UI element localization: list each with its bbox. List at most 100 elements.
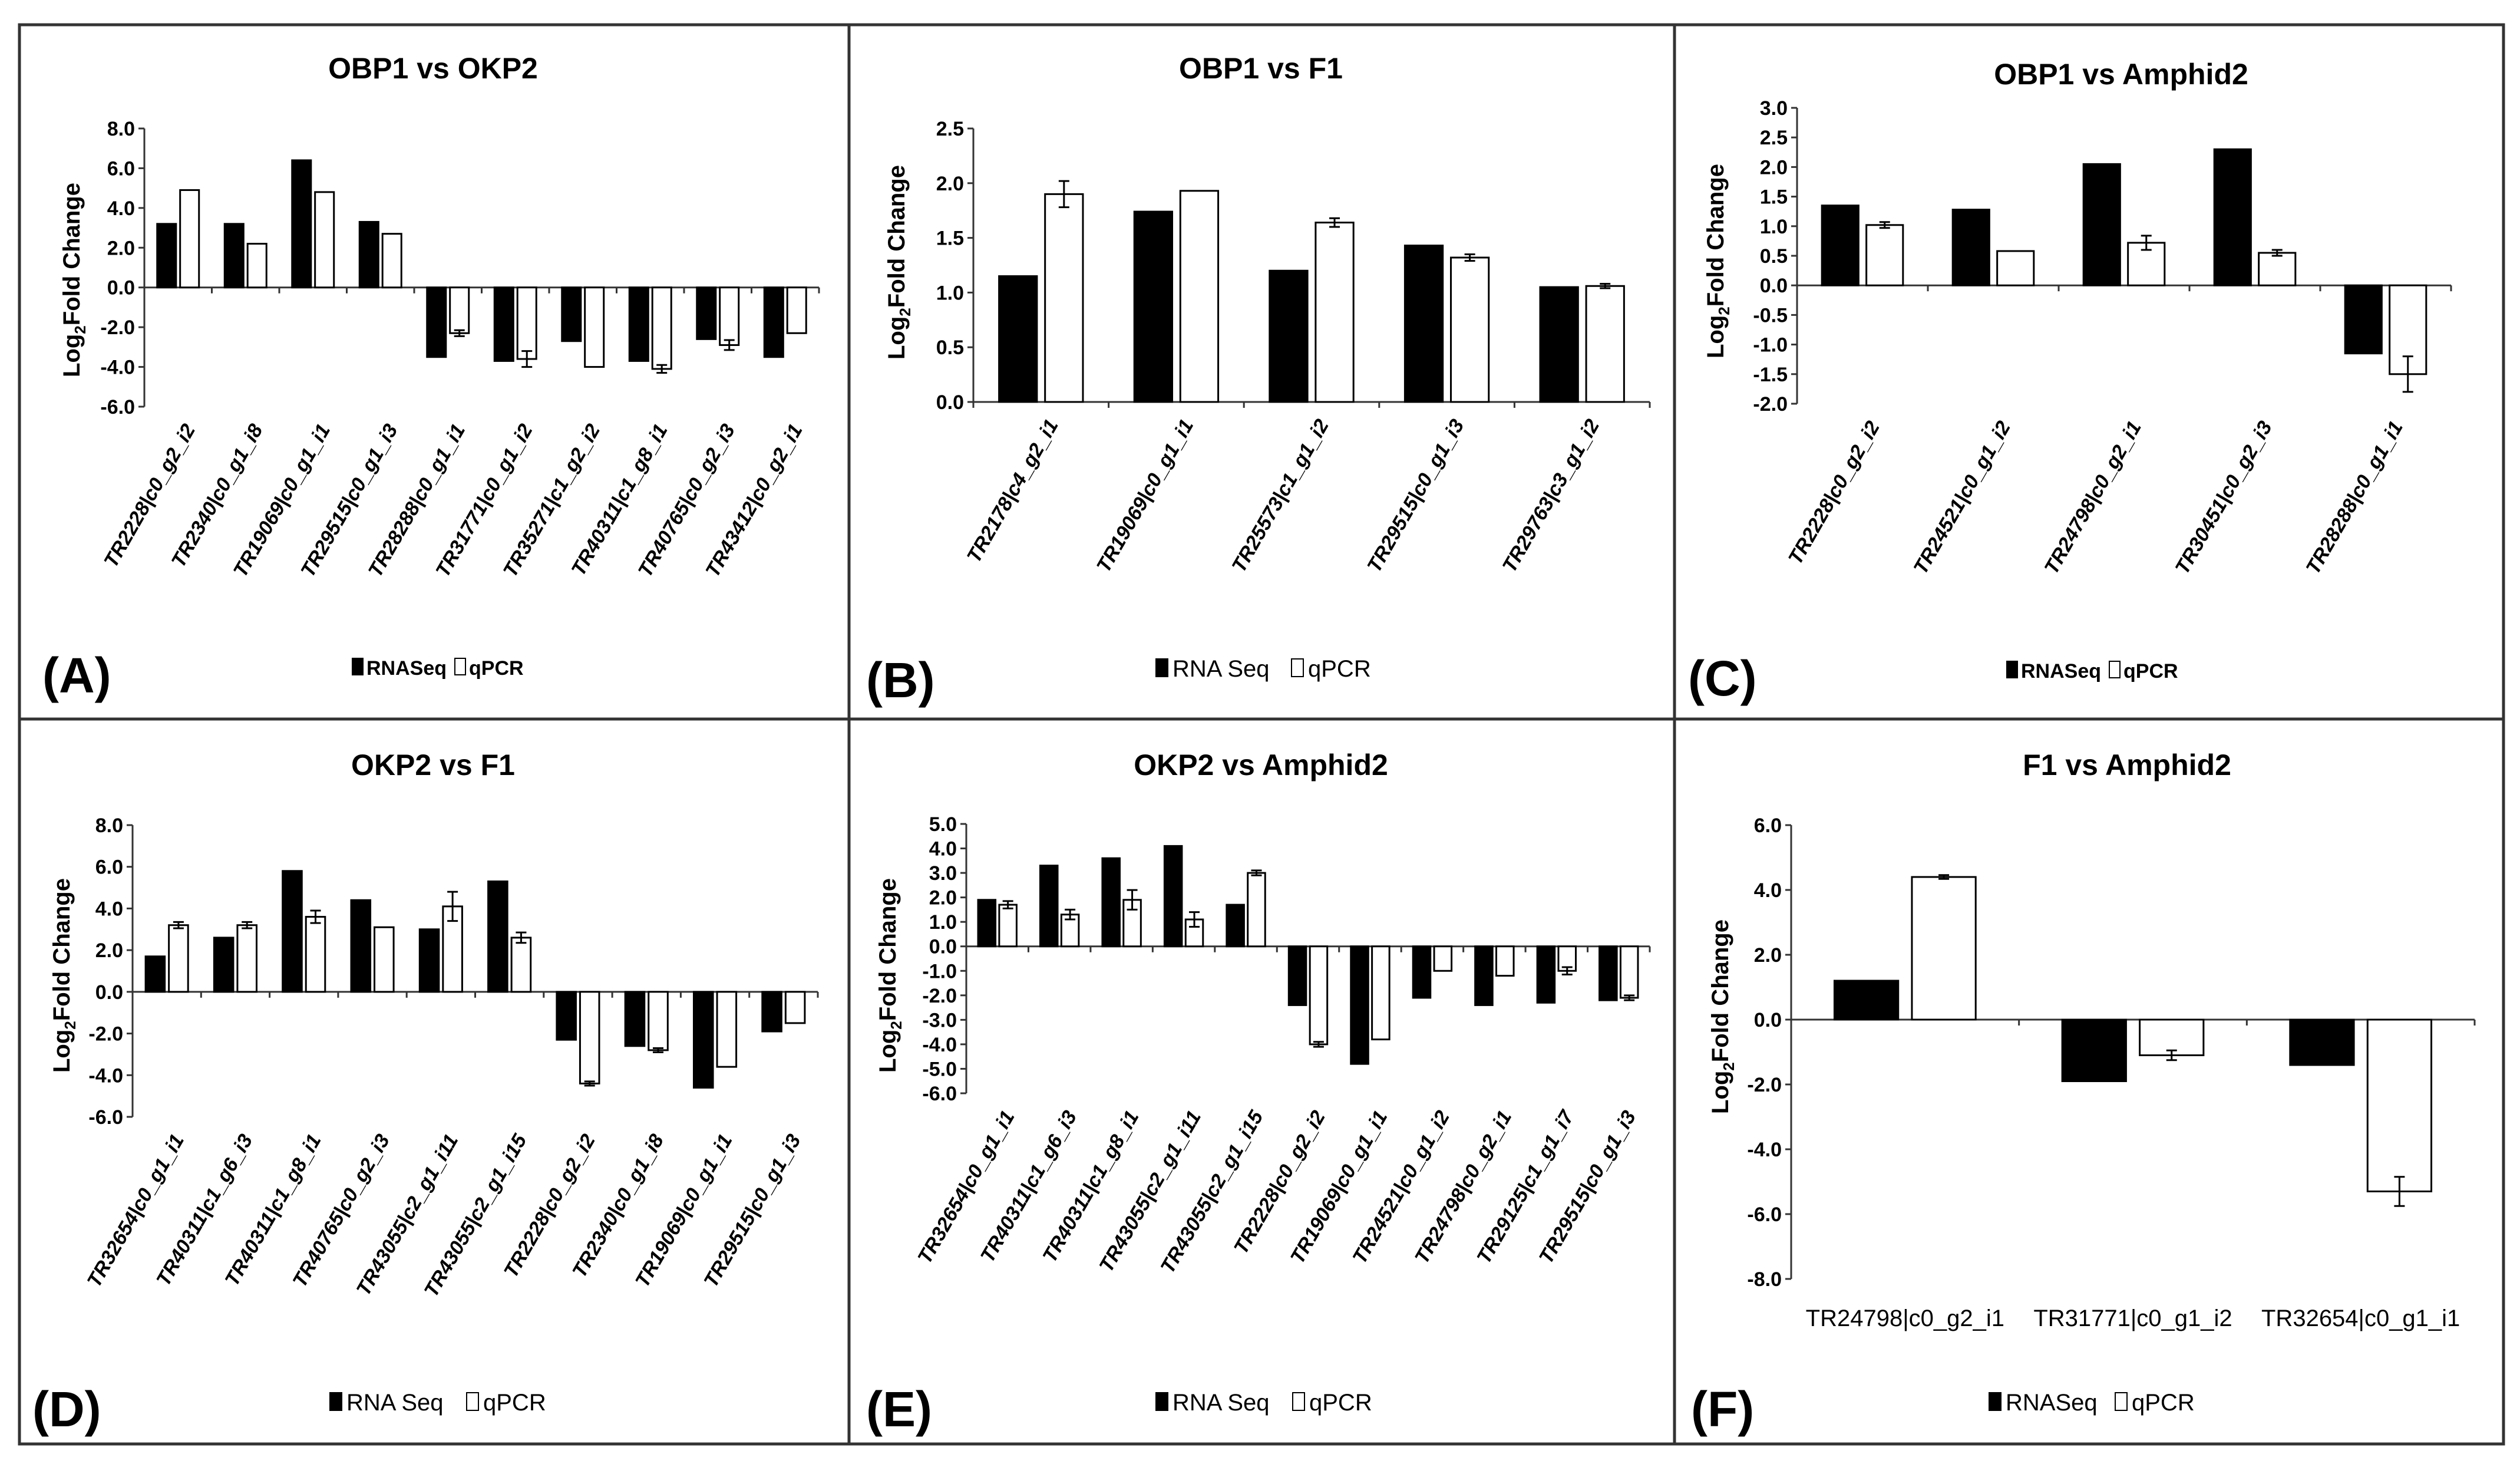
y-axis-label-prefix: Log — [49, 1030, 75, 1073]
legend-label-rnaseq: RNA Seq — [346, 1390, 444, 1416]
legend-swatch-rnaseq — [352, 658, 364, 675]
bar-qpcr-2 — [1315, 222, 1355, 403]
y-tick-label: -2.0 — [88, 1023, 123, 1046]
bar-rnaseq-1 — [2061, 1018, 2127, 1082]
bar-rnaseq-8 — [1474, 945, 1494, 1006]
bar-qpcr-2 — [2366, 1018, 2433, 1192]
bar-rnaseq-0 — [998, 275, 1038, 403]
y-tick-label: 4.0 — [95, 898, 123, 920]
bar-qpcr-4 — [1585, 285, 1625, 403]
bar-qpcr-5 — [1309, 945, 1329, 1046]
bar-qpcr-1 — [236, 924, 258, 993]
legend-swatch-qpcr — [1292, 1392, 1305, 1411]
bar-rnaseq-5 — [1287, 945, 1307, 1006]
legend-swatch-qpcr — [1291, 658, 1304, 677]
y-tick-label: 0.0 — [95, 981, 123, 1004]
bar-rnaseq-8 — [692, 991, 714, 1089]
y-axis-label-prefix: Log — [875, 1030, 901, 1073]
bar-qpcr-1 — [2139, 1018, 2205, 1056]
y-tick-label: -2.0 — [1753, 393, 1788, 416]
y-tick-label: 0.0 — [1760, 275, 1788, 297]
bar-rnaseq-1 — [213, 937, 235, 993]
y-axis-label-suffix: Fold Change — [1707, 919, 1733, 1062]
bar-rnaseq-0 — [156, 223, 177, 289]
legend: RNA Seq qPCR — [1155, 656, 1371, 682]
y-tick-label: -8.0 — [1747, 1268, 1782, 1291]
chart-panel-d: OKP2 vs F1 Log2Fold Change -6.0 -4.0 -2.0 0… — [32, 749, 819, 1437]
y-tick-label: 6.0 — [107, 157, 135, 180]
chart-title: OBP1 vs OKP2 — [328, 52, 538, 85]
bar-qpcr-2 — [314, 191, 335, 289]
y-axis-label-suffix: Fold Change — [875, 878, 901, 1021]
y-tick-label: 1.5 — [936, 227, 964, 250]
bar-rnaseq-9 — [761, 991, 782, 1033]
x-tick-label: TR32654|c0_g1_i1 — [2261, 1305, 2460, 1331]
y-axis-label-suffix: Fold Change — [884, 165, 910, 308]
legend-swatch-rnaseq — [1989, 1392, 2002, 1411]
legend-swatch-rnaseq — [1155, 658, 1168, 677]
y-tick-label: 6.0 — [1754, 815, 1782, 837]
x-tick-label: TR25573|c1_g1_i2 — [1227, 416, 1333, 576]
y-tick-label: -2.0 — [922, 985, 957, 1007]
y-tick-label: -2.0 — [100, 316, 135, 339]
legend-label-rnaseq: RNASeq — [2006, 1390, 2098, 1416]
bar-qpcr-9 — [784, 991, 806, 1024]
y-tick-label: 6.0 — [95, 856, 123, 879]
chart-title: F1 vs Amphid2 — [2023, 749, 2231, 782]
bar-qpcr-1 — [1179, 190, 1220, 403]
y-tick-label: -4.0 — [88, 1064, 123, 1087]
panel-label: (A) — [42, 648, 111, 703]
y-axis-label-prefix: Log — [884, 316, 910, 360]
bar-rnaseq-4 — [426, 286, 447, 358]
bar-rnaseq-0 — [144, 955, 166, 993]
y-axis-label: Log2Fold Change — [1707, 919, 1738, 1114]
y-axis-label: Log2Fold Change — [59, 183, 89, 377]
legend-label-qpcr: qPCR — [2123, 660, 2178, 682]
bar-qpcr-6 — [579, 991, 600, 1084]
bar-rnaseq-7 — [628, 286, 649, 362]
chart-title: OKP2 vs F1 — [351, 749, 515, 782]
bar-rnaseq-4 — [2344, 284, 2383, 355]
y-tick-label: -6.0 — [1747, 1203, 1782, 1226]
y-tick-label: -1.5 — [1753, 364, 1788, 386]
y-tick-label: 0.0 — [929, 936, 957, 958]
bar-rnaseq-0 — [1833, 980, 1900, 1021]
chart-panel-c: OBP1 vs Amphid2 Log2Fold Change -2.0 -1.5… — [1688, 58, 2452, 706]
x-tick-label: TR24798|c0_g2_i1 — [2040, 417, 2145, 578]
x-tick-label: TR28288|c0_g1_i1 — [2301, 417, 2407, 578]
y-axis-label-suffix: Fold Change — [49, 878, 75, 1021]
y-axis-label-prefix: Log — [1703, 315, 1729, 358]
legend-swatch-qpcr — [2115, 1392, 2128, 1411]
legend-swatch-qpcr — [466, 1392, 479, 1411]
chart-panel-b: OBP1 vs F1 Log2Fold Change 0.0 0.5 1.0 1.5 2… — [866, 52, 1651, 708]
bar-qpcr-8 — [1495, 945, 1515, 977]
bar-qpcr-4 — [1247, 872, 1266, 948]
legend: RNASeq qPCR — [1989, 1390, 2195, 1416]
bar-rnaseq-7 — [1412, 945, 1432, 999]
y-tick-label: 4.0 — [107, 197, 135, 220]
y-tick-label: 2.0 — [936, 173, 964, 195]
legend-swatch-rnaseq — [1155, 1392, 1168, 1411]
legend-label-rnaseq: RNA Seq — [1173, 1390, 1270, 1416]
legend-label-qpcr: qPCR — [1309, 1390, 1372, 1416]
y-tick-label: -6.0 — [922, 1083, 957, 1105]
bar-rnaseq-4 — [1539, 286, 1579, 403]
panel-frame — [18, 23, 2505, 1446]
chart-panel-a: OBP1 vs OKP2 Log2Fold Change -6.0 -4.0 -2.… — [42, 52, 820, 703]
legend-label-qpcr: qPCR — [469, 657, 524, 680]
y-tick-label: 8.0 — [107, 118, 135, 140]
x-tick-label: TR2178|c4_g2_i1 — [963, 416, 1063, 566]
legend: RNA Seq qPCR — [329, 1390, 546, 1416]
bar-rnaseq-3 — [1163, 845, 1183, 948]
y-tick-label: 1.0 — [936, 282, 964, 304]
legend-label-qpcr: qPCR — [1308, 656, 1371, 682]
y-tick-label: -0.5 — [1753, 304, 1788, 327]
y-tick-label: 2.0 — [95, 939, 123, 962]
bar-rnaseq-1 — [223, 223, 245, 289]
bar-rnaseq-6 — [1350, 945, 1369, 1065]
bar-qpcr-0 — [1911, 876, 1977, 1021]
y-tick-label: 0.5 — [1760, 245, 1788, 268]
bar-rnaseq-3 — [358, 220, 379, 289]
bar-qpcr-8 — [719, 286, 740, 346]
